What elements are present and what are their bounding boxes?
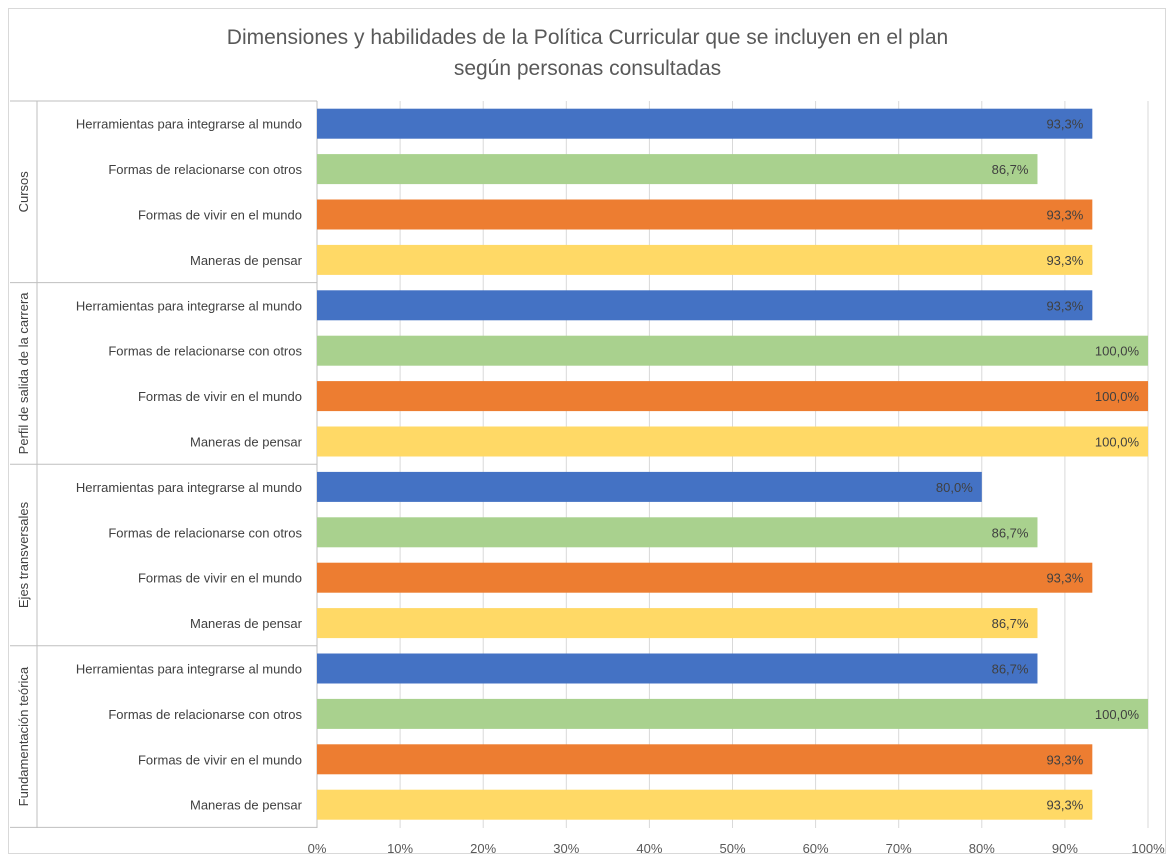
bar xyxy=(317,744,1093,775)
category-label: Formas de vivir en el mundo xyxy=(138,752,302,767)
data-label: 93,3% xyxy=(1046,752,1083,767)
bar xyxy=(317,199,1093,230)
category-label: Formas de vivir en el mundo xyxy=(138,208,302,223)
data-label: 86,7% xyxy=(992,616,1029,631)
category-label: Formas de relacionarse con otros xyxy=(108,707,302,722)
category-label: Maneras de pensar xyxy=(190,616,303,631)
bar xyxy=(317,698,1148,729)
data-label: 86,7% xyxy=(992,525,1029,540)
category-label: Herramientas para integrarse al mundo xyxy=(76,662,302,677)
data-label: 93,3% xyxy=(1046,117,1083,132)
chart-title-line-1: Dimensiones y habilidades de la Política… xyxy=(226,26,949,49)
x-tick-label: 60% xyxy=(803,841,829,856)
x-tick-label: 40% xyxy=(636,841,662,856)
data-label: 93,3% xyxy=(1046,253,1083,268)
bar xyxy=(317,653,1038,684)
category-label: Maneras de pensar xyxy=(190,435,303,450)
bar xyxy=(317,108,1093,139)
data-label: 80,0% xyxy=(936,480,973,495)
data-label: 100,0% xyxy=(1095,389,1140,404)
category-label: Maneras de pensar xyxy=(190,798,303,813)
bar xyxy=(317,381,1148,412)
bar xyxy=(317,562,1093,593)
category-label: Formas de vivir en el mundo xyxy=(138,389,302,404)
x-tick-label: 30% xyxy=(553,841,579,856)
x-tick-label: 20% xyxy=(470,841,496,856)
group-label: Fundamentación teórica xyxy=(16,666,31,806)
data-label: 93,3% xyxy=(1046,298,1083,313)
category-label: Formas de relacionarse con otros xyxy=(108,525,302,540)
data-label: 93,3% xyxy=(1046,571,1083,586)
category-label: Formas de relacionarse con otros xyxy=(108,344,302,359)
bar xyxy=(317,517,1038,548)
x-tick-label: 70% xyxy=(886,841,912,856)
group-label: Ejes transversales xyxy=(16,501,31,608)
x-tick-label: 100% xyxy=(1131,841,1165,856)
chart-title-line-2: según personas consultadas xyxy=(453,57,722,80)
data-label: 100,0% xyxy=(1095,435,1140,450)
data-label: 86,7% xyxy=(992,162,1029,177)
category-label: Maneras de pensar xyxy=(190,253,303,268)
bar xyxy=(317,244,1093,275)
chart-title: Dimensiones y habilidades de la Política… xyxy=(0,22,1175,84)
category-label: Formas de relacionarse con otros xyxy=(108,162,302,177)
group-label: Cursos xyxy=(16,171,31,213)
x-tick-label: 50% xyxy=(719,841,745,856)
data-label: 86,7% xyxy=(992,662,1029,677)
bar xyxy=(317,290,1093,321)
x-tick-label: 80% xyxy=(969,841,995,856)
category-label: Herramientas para integrarse al mundo xyxy=(76,480,302,495)
category-label: Formas de vivir en el mundo xyxy=(138,571,302,586)
bar xyxy=(317,335,1148,366)
category-label: Herramientas para integrarse al mundo xyxy=(76,117,302,132)
category-label: Herramientas para integrarse al mundo xyxy=(76,298,302,313)
bar xyxy=(317,154,1038,185)
bar xyxy=(317,426,1148,457)
x-tick-label: 90% xyxy=(1052,841,1078,856)
data-label: 93,3% xyxy=(1046,798,1083,813)
data-label: 100,0% xyxy=(1095,344,1140,359)
x-tick-label: 0% xyxy=(308,841,327,856)
group-label: Perfil de salida de la carrera xyxy=(16,292,31,455)
bar xyxy=(317,789,1093,820)
data-label: 100,0% xyxy=(1095,707,1140,722)
bar xyxy=(317,608,1038,639)
x-tick-label: 10% xyxy=(387,841,413,856)
bar xyxy=(317,471,982,502)
data-label: 93,3% xyxy=(1046,208,1083,223)
